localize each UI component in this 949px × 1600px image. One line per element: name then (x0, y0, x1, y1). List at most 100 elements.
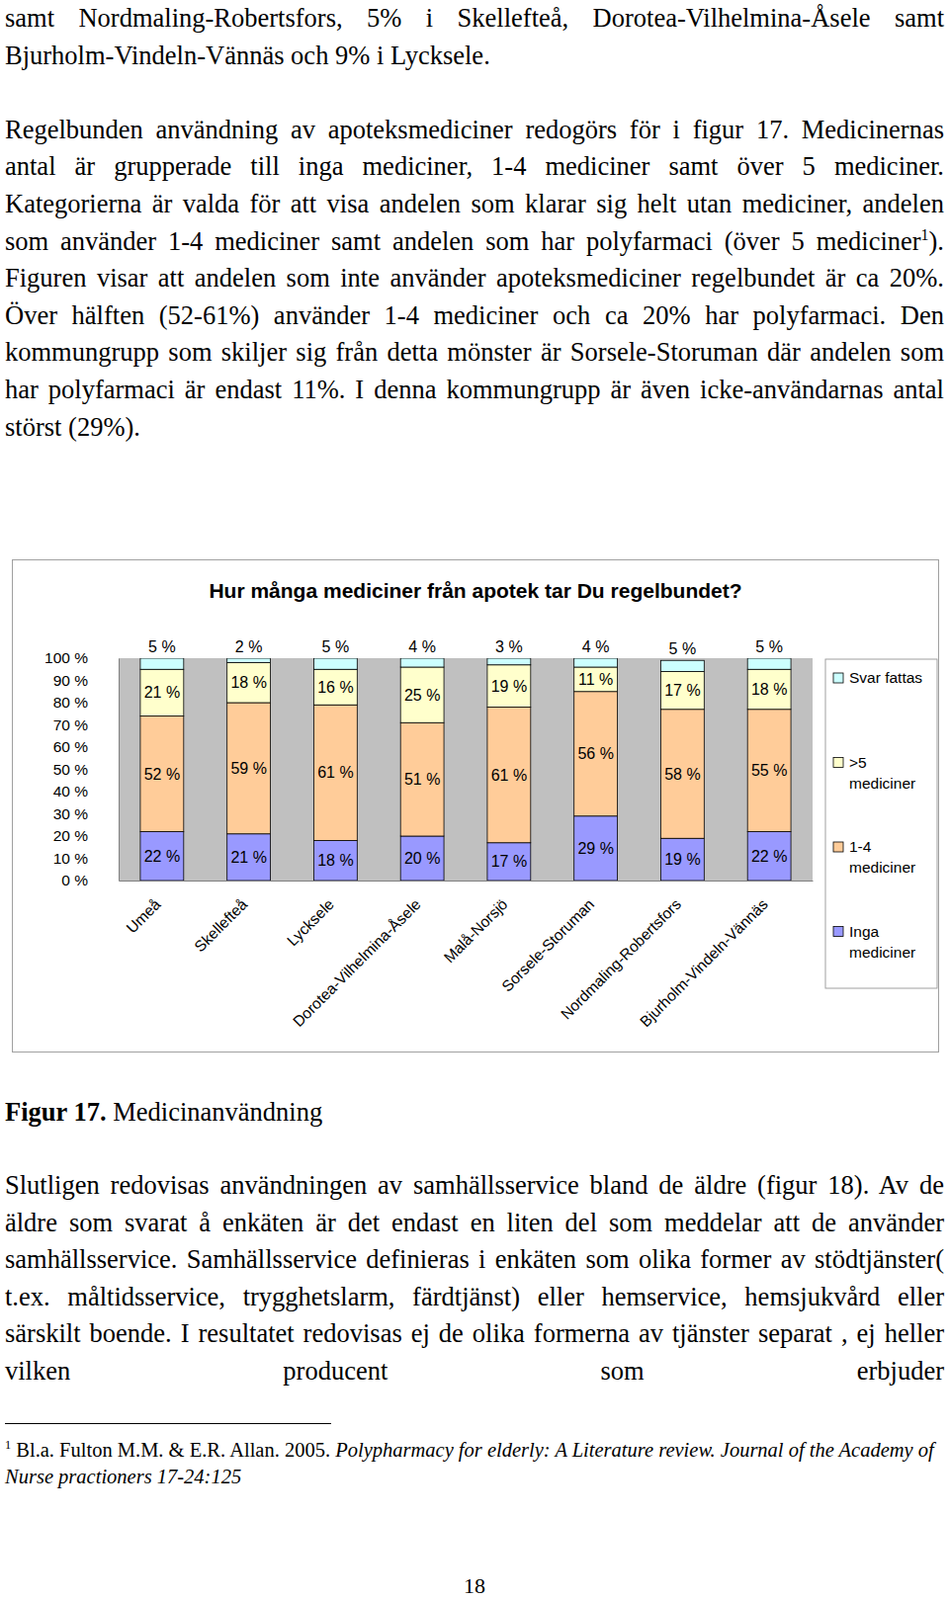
legend-label-line: mediciner (849, 859, 916, 876)
bar-segment (400, 722, 444, 837)
bar-segment (400, 836, 444, 881)
tick-label: Skellefteå (190, 895, 251, 955)
y-tick: 90 % (53, 672, 119, 690)
bar-segment (660, 672, 704, 710)
bar-segment (574, 667, 618, 692)
tick-label: 20 % (53, 827, 89, 845)
tick-label: 0 % (61, 871, 88, 889)
data-label: 20 % (404, 850, 440, 867)
tick-label: 30 % (53, 805, 89, 823)
y-tick: 30 % (53, 805, 119, 823)
footnote-rule (4, 1423, 332, 1425)
data-label: 51 % (404, 771, 440, 788)
page-number: 18 (0, 1571, 949, 1600)
bar-segment (574, 658, 618, 668)
y-tick: 20 % (53, 827, 119, 845)
data-label: 18 % (751, 681, 787, 698)
bar-segment (747, 669, 791, 710)
axis-line (118, 659, 120, 882)
footnote-marker: 1 (921, 226, 930, 244)
data-label: 11 % (578, 671, 613, 689)
tick-label: 100 % (44, 649, 88, 667)
tick-label: Malå-Norsjö (439, 895, 511, 966)
tick-label: 50 % (53, 761, 89, 778)
y-tick: 40 % (53, 782, 119, 800)
bar-segment (574, 816, 618, 881)
text-block: samt Nordmaling-Robertsfors, 5% i Skelle… (4, 0, 945, 446)
tick-label: Bjurholm-Vindeln-Vännäs (636, 895, 772, 1031)
x-tick: Sorsele-Storuman (498, 880, 598, 996)
legend-label: Svar fattas (849, 669, 923, 687)
series (140, 658, 791, 673)
bar-segment (660, 709, 704, 840)
data-label: 17 % (491, 853, 527, 870)
y-tick: 50 % (53, 761, 119, 778)
footnote: 1 Bl.a. Fulton M.M. & E.R. Allan. 2005. … (4, 1437, 945, 1491)
series (140, 691, 791, 844)
x-axis: Umeå Skellefteå LyckseleDorotea-Vilhelmina… (119, 880, 814, 1031)
x-tick: Bjurholm-Vindeln-Vännäs (636, 880, 772, 1031)
axis-line (119, 880, 814, 882)
data-label: 25 % (404, 687, 440, 704)
data-label: 29 % (577, 840, 613, 858)
data-label: 4 % (408, 638, 436, 656)
legend-label: >5 mediciner (849, 754, 916, 792)
y-tick: 100 % (44, 649, 119, 667)
data-label: 55 % (751, 762, 787, 779)
text-run: ). Figuren visar att andelen som inte an… (4, 226, 945, 442)
text-run: Medicinanvändning (106, 1097, 324, 1127)
legend-label-line: >5 (849, 754, 867, 772)
text-run: Bl.a. Fulton M.M. & E.R. Allan. 2005. (10, 1439, 336, 1462)
legend: Svar fattas>5mediciner1-4medicinerIngame… (825, 659, 938, 989)
bars (140, 658, 791, 881)
data-label: 22 % (751, 848, 787, 865)
tick-label: 80 % (53, 693, 89, 711)
tick-label: Lycksele (283, 895, 338, 949)
bar-segment (140, 658, 184, 670)
legend-swatch (833, 842, 844, 853)
x-tick: Malå-Norsjö (439, 880, 511, 966)
tick-label: 10 % (53, 850, 89, 867)
bar-segment (227, 834, 271, 881)
legend-label-line: mediciner (849, 775, 916, 792)
text-run: Figur 17. (4, 1097, 107, 1127)
bar-segment (747, 709, 791, 833)
legend-label-line: Inga (849, 923, 880, 941)
data-label: 61 % (317, 764, 353, 781)
data-label: 18 % (317, 852, 353, 869)
bar-segment (313, 658, 357, 670)
data-label: 58 % (664, 766, 700, 783)
chart: Hur många mediciner från apotek tar Du r… (12, 560, 939, 1052)
legend-entry: >5 mediciner (833, 754, 916, 792)
legend-entry: Svar fattas (833, 669, 923, 687)
chart-frame: Hur många mediciner från apotek tar Du r… (11, 559, 940, 1053)
bar-segment (313, 669, 357, 705)
tick-label: Dorotea-Vilhelmina-Åsele (289, 895, 425, 1031)
data-label: 5 % (148, 638, 176, 656)
paragraph: Slutligen redovisas användningen av samh… (4, 1167, 945, 1391)
bar-segment (747, 832, 791, 882)
legend-label-line: Svar fattas (849, 669, 923, 687)
chart-title: Hur många mediciner från apotek tar Du r… (208, 579, 742, 603)
caption: Figur 17. Medicinanvändning (4, 1094, 945, 1132)
y-axis: 0 %10 %20 %30 %40 %50 %60 %70 %80 %90 %1… (44, 649, 119, 889)
y-tick: 80 % (53, 693, 119, 711)
bar-segment (140, 832, 184, 882)
bar-segment (400, 658, 444, 668)
bar-segment (313, 704, 357, 841)
x-tick: Dorotea-Vilhelmina-Åsele (289, 880, 425, 1031)
bar-segment (487, 707, 531, 844)
bar-segment (487, 665, 531, 708)
legend-box (825, 659, 938, 989)
legend-swatch (833, 758, 844, 769)
x-tick: Umeå (122, 880, 165, 937)
footnote-marker: 1 (4, 1438, 11, 1453)
data-label: 21 % (230, 849, 266, 866)
tick-label: Sorsele-Storuman (498, 895, 598, 995)
legend-swatch (833, 927, 844, 938)
bar-segment (227, 658, 271, 664)
bar-segment (487, 658, 531, 666)
data-label: 16 % (317, 679, 353, 696)
data-labels: 22 %21 %18 %20 %17 %29 %19 %22 %52 %59 %… (144, 638, 788, 871)
data-label: 4 % (582, 638, 610, 656)
